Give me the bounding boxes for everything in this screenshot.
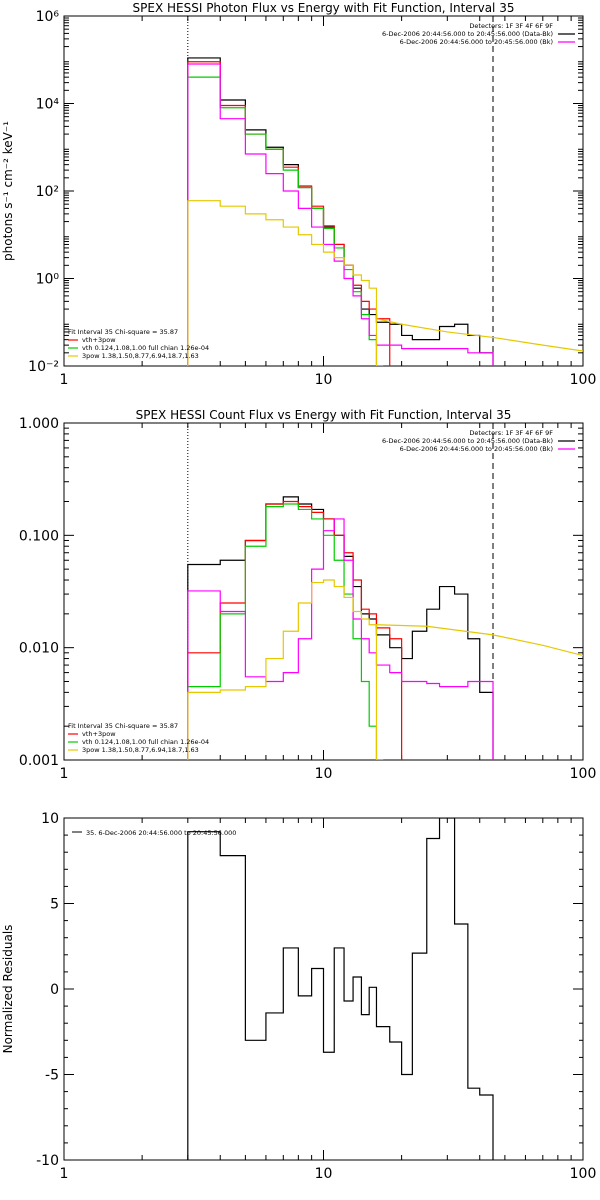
legend-top-entry: 6-Dec-2006 20:44:56.000 to 20:45:56.000 … [382, 437, 553, 445]
legend-top-entry: 6-Dec-2006 20:44:56.000 to 20:45:56.000 … [382, 30, 553, 38]
y-tick-label: 10⁶ [36, 9, 60, 25]
x-tick-label: 10 [315, 1166, 333, 1182]
y-axis-label: photons s⁻¹ cm⁻² keV⁻¹ [1, 121, 15, 261]
legend-bottom-entry: vth 0.124,1.08,1.00 full chian 1.26e-04 [82, 344, 209, 352]
y-tick-label: -10 [36, 1153, 59, 1169]
chart-title: SPEX HESSI Photon Flux vs Energy with Fi… [133, 1, 515, 15]
data-series-group [187, 57, 583, 366]
x-tick-label: 1 [60, 372, 69, 388]
x-tick-label: 100 [570, 372, 597, 388]
y-axis-label: Normalized Residuals [1, 925, 15, 1054]
data-series-0 [187, 57, 494, 366]
y-tick-label: 1.000 [19, 416, 59, 432]
plot-frame [63, 422, 584, 761]
data-series-2 [187, 76, 384, 366]
legend-top-entry: 6-Dec-2006 20:44:56.000 to 20:45:56.000 … [400, 445, 553, 453]
x-tick-label: 100 [570, 1166, 597, 1182]
y-tick-label: 0.001 [19, 753, 59, 769]
x-tick-label: 10 [315, 372, 333, 388]
legend-bottom-entry: Fit Interval 35 Chi-square = 35.87 [68, 722, 178, 730]
residual-annotation: 35. 6-Dec-2006 20:44:56.000 to 20:45:56.… [86, 829, 236, 837]
legend-bottom-entry: 3pow 1.38,1.50,8.77,6.94,18.7,1.63 [82, 746, 199, 754]
count-flux-panel: SPEX HESSI Count Flux vs Energy with Fit… [19, 408, 596, 782]
legend-bottom-entry: 3pow 1.38,1.50,8.77,6.94,18.7,1.63 [82, 352, 199, 360]
x-tick-label: 100 [570, 766, 597, 782]
data-series-group [187, 496, 583, 760]
chart-title: SPEX HESSI Count Flux vs Energy with Fit… [136, 408, 512, 422]
y-tick-label: 10⁻² [28, 359, 59, 375]
x-tick-label: 10 [315, 766, 333, 782]
y-tick-label: 0.100 [19, 528, 59, 544]
legend-top-entry: 6-Dec-2006 20:44:56.000 to 20:45:56.000 … [400, 38, 553, 46]
plot-frame [63, 15, 584, 367]
data-series-1 [187, 500, 403, 760]
residuals-panel: Normalized Residuals 1 10 100 -10 -5 0 5 10 35. 6… [1, 811, 596, 1182]
legend-bottom-entry: vth+3pow [82, 730, 116, 738]
legend-top-entry: Detectors: 1F 3F 4F 6F 9F [469, 429, 553, 437]
y-tick-label: 10² [36, 184, 59, 200]
legend-bottom-entry: vth+3pow [82, 336, 116, 344]
y-tick-label: 5 [50, 897, 59, 913]
data-series-3 [187, 518, 494, 760]
y-tick-label: -5 [45, 1068, 59, 1084]
data-series-5 [376, 318, 583, 352]
data-series-1 [187, 61, 391, 366]
y-tick-label: 0 [50, 982, 59, 998]
data-series-0 [187, 818, 494, 1160]
data-series-2 [187, 503, 384, 760]
data-series-group [187, 818, 494, 1160]
y-tick-label: 10⁴ [36, 97, 60, 113]
data-series-4 [187, 200, 378, 366]
y-tick-label: 10 [41, 811, 59, 827]
y-tick-label: 10⁰ [36, 272, 60, 288]
legend-top-entry: Detectors: 1F 3F 4F 6F 9F [469, 22, 553, 30]
photon-flux-panel: SPEX HESSI Photon Flux vs Energy with Fi… [1, 1, 596, 388]
y-tick-label: 0.010 [19, 641, 59, 657]
x-tick-label: 1 [60, 1166, 69, 1182]
data-series-4 [187, 579, 378, 760]
data-series-5 [376, 624, 583, 657]
x-tick-label: 1 [60, 766, 69, 782]
legend-bottom-entry: Fit Interval 35 Chi-square = 35.87 [68, 328, 178, 336]
legend-bottom-entry: vth 0.124,1.08,1.00 full chian 1.26e-04 [82, 738, 209, 746]
data-series-3 [187, 63, 494, 366]
